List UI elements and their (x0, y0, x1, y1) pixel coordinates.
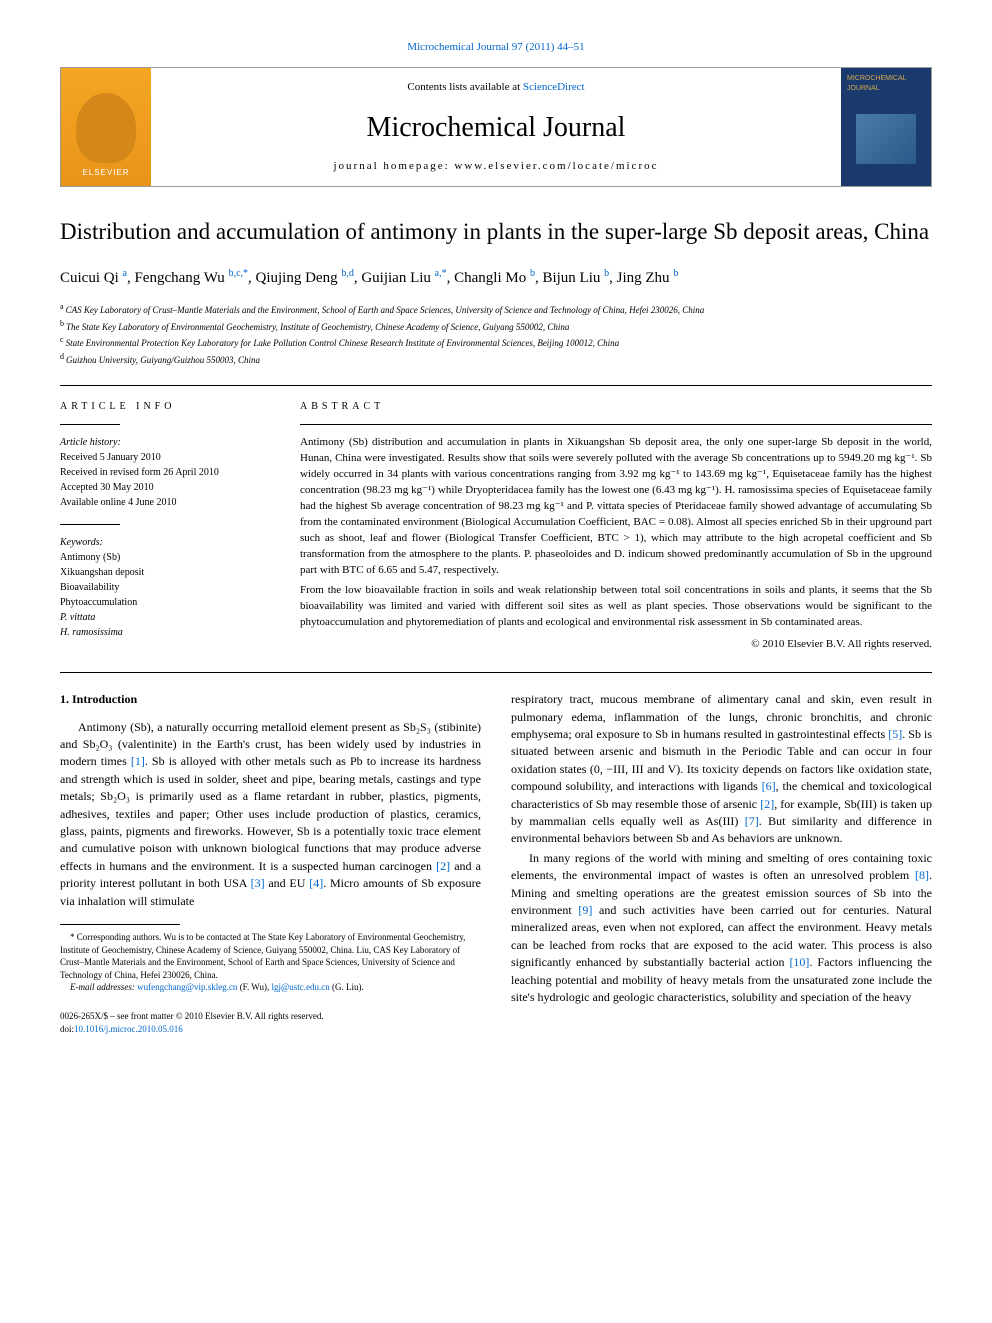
keyword: Phytoaccumulation (60, 595, 260, 610)
affiliation-link[interactable]: a, (435, 268, 442, 279)
abstract-p2: From the low bioavailable fraction in so… (300, 583, 932, 631)
keywords-block: Keywords: Antimony (Sb)Xikuangshan depos… (60, 535, 260, 640)
contents-prefix: Contents lists available at (407, 81, 522, 93)
reference-link[interactable]: [3] (251, 876, 265, 890)
copyright: © 2010 Elsevier B.V. All rights reserved… (300, 637, 932, 653)
info-abstract-row: ARTICLE INFO Article history: Received 5… (60, 400, 932, 654)
email-label: E-mail addresses: (70, 982, 135, 992)
article-title: Distribution and accumulation of antimon… (60, 217, 932, 247)
left-column: 1. Introduction Antimony (Sb), a natural… (60, 691, 481, 1035)
reference-link[interactable]: [9] (578, 903, 592, 917)
email-name-2: (G. Liu). (332, 982, 364, 992)
history-line: Available online 4 June 2010 (60, 495, 260, 510)
affiliation-link[interactable]: b (604, 268, 609, 279)
contents-line: Contents lists available at ScienceDirec… (151, 80, 841, 95)
short-rule (60, 424, 120, 425)
top-citation: Microchemical Journal 97 (2011) 44–51 (60, 40, 932, 55)
reference-link[interactable]: [1] (131, 754, 145, 768)
divider-rule (60, 385, 932, 386)
homepage-url: www.elsevier.com/locate/microc (454, 160, 658, 172)
keyword: P. vittata (60, 610, 260, 625)
abstract-p1: Antimony (Sb) distribution and accumulat… (300, 435, 932, 578)
keyword: Xikuangshan deposit (60, 565, 260, 580)
full-rule (60, 672, 932, 673)
affiliation: b The State Key Laboratory of Environmen… (60, 318, 932, 335)
email-name-1: (F. Wu), (240, 982, 270, 992)
author: Fengchang Wu b,c,* (134, 270, 248, 286)
affiliations-list: a CAS Key Laboratory of Crust–Mantle Mat… (60, 301, 932, 367)
corresponding-link[interactable]: * (243, 268, 248, 279)
header-banner: ELSEVIER Contents lists available at Sci… (60, 67, 932, 187)
affiliation-link[interactable]: a (123, 268, 127, 279)
body-paragraph: Antimony (Sb), a naturally occurring met… (60, 719, 481, 910)
journal-name: Microchemical Journal (151, 108, 841, 147)
homepage-line: journal homepage: www.elsevier.com/locat… (151, 159, 841, 174)
article-info-col: ARTICLE INFO Article history: Received 5… (60, 400, 260, 654)
doi-line: doi:10.1016/j.microc.2010.05.016 (60, 1023, 481, 1036)
author: Bijun Liu b (542, 270, 609, 286)
homepage-prefix: journal homepage: (334, 160, 455, 172)
reference-link[interactable]: [8] (915, 868, 929, 882)
section-heading: 1. Introduction (60, 691, 481, 708)
sciencedirect-link[interactable]: ScienceDirect (523, 81, 585, 93)
author: Cuicui Qi a (60, 270, 127, 286)
top-citation-link[interactable]: Microchemical Journal 97 (2011) 44–51 (407, 41, 584, 53)
right-p2: In many regions of the world with mining… (511, 850, 932, 1007)
journal-cover[interactable]: MICROCHEMICAL JOURNAL (841, 68, 931, 186)
author: Changli Mo b (454, 270, 535, 286)
affiliation-link[interactable]: b,d (341, 268, 354, 279)
affiliation: a CAS Key Laboratory of Crust–Mantle Mat… (60, 301, 932, 318)
doi-link[interactable]: 10.1016/j.microc.2010.05.016 (74, 1024, 183, 1034)
authors-list: Cuicui Qi a, Fengchang Wu b,c,*, Qiujing… (60, 267, 932, 289)
affiliation-link[interactable]: b (530, 268, 535, 279)
cover-image-icon (856, 114, 916, 164)
bottom-info: 0026-265X/$ – see front matter © 2010 El… (60, 1010, 481, 1035)
email-link-2[interactable]: lgj@ustc.edu.cn (271, 982, 329, 992)
affiliation-link[interactable]: b (673, 268, 678, 279)
author: Guijian Liu a,* (361, 270, 446, 286)
history-line: Received in revised form 26 April 2010 (60, 465, 260, 480)
author: Jing Zhu b (617, 270, 679, 286)
affiliation: d Guizhou University, Guiyang/Guizhou 55… (60, 351, 932, 368)
abstract-header: ABSTRACT (300, 400, 932, 414)
corresponding-link[interactable]: * (442, 268, 447, 279)
article-info-header: ARTICLE INFO (60, 400, 260, 414)
keywords-label: Keywords: (60, 535, 260, 550)
reference-link[interactable]: [5] (888, 727, 902, 741)
reference-link[interactable]: [10] (789, 955, 809, 969)
short-rule (60, 524, 120, 525)
keyword: Antimony (Sb) (60, 550, 260, 565)
abstract-col: ABSTRACT Antimony (Sb) distribution and … (300, 400, 932, 654)
affiliation-link[interactable]: b,c, (229, 268, 243, 279)
right-column: respiratory tract, mucous membrane of al… (511, 691, 932, 1035)
keyword: Bioavailability (60, 580, 260, 595)
cover-title: MICROCHEMICAL JOURNAL (847, 74, 925, 94)
elsevier-label: ELSEVIER (82, 167, 129, 178)
reference-link[interactable]: [7] (745, 814, 759, 828)
elsevier-logo[interactable]: ELSEVIER (61, 68, 151, 186)
body-columns: 1. Introduction Antimony (Sb), a natural… (60, 691, 932, 1035)
footnote-rule (60, 924, 180, 925)
email-footnote: E-mail addresses: wufengchang@vip.skleg.… (60, 981, 481, 994)
abstract-text: Antimony (Sb) distribution and accumulat… (300, 435, 932, 652)
history-line: Accepted 30 May 2010 (60, 480, 260, 495)
affiliation: c State Environmental Protection Key Lab… (60, 334, 932, 351)
history-line: Received 5 January 2010 (60, 450, 260, 465)
reference-link[interactable]: [2] (760, 797, 774, 811)
email-link-1[interactable]: wufengchang@vip.skleg.cn (137, 982, 237, 992)
abstract-rule (300, 424, 932, 425)
reference-link[interactable]: [6] (762, 779, 776, 793)
author: Qiujing Deng b,d (256, 270, 354, 286)
banner-center: Contents lists available at ScienceDirec… (151, 68, 841, 186)
reference-link[interactable]: [4] (309, 876, 323, 890)
corresponding-footnote: * Corresponding authors. Wu is to be con… (60, 931, 481, 981)
keyword: H. ramosissima (60, 625, 260, 640)
article-history: Article history: Received 5 January 2010… (60, 435, 260, 510)
right-p1: respiratory tract, mucous membrane of al… (511, 691, 932, 848)
reference-link[interactable]: [2] (436, 859, 450, 873)
front-matter: 0026-265X/$ – see front matter © 2010 El… (60, 1010, 481, 1023)
history-label: Article history: (60, 435, 260, 450)
doi-prefix: doi: (60, 1024, 74, 1034)
elsevier-tree-icon (76, 93, 136, 163)
